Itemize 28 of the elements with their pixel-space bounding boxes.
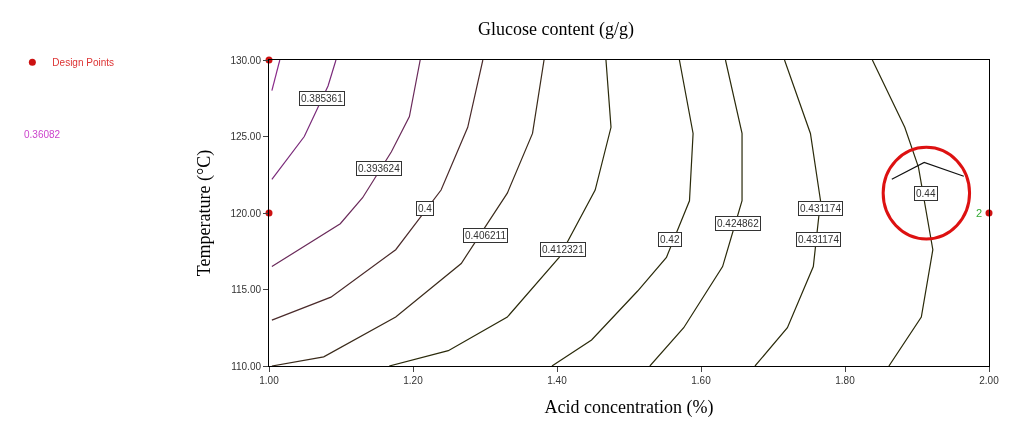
line-series — [871, 60, 934, 366]
chart-title: Glucose content (g/g) — [478, 18, 635, 40]
text: 0.36082 — [24, 129, 61, 140]
annotation: 0.412321 — [542, 244, 585, 255]
y-axis-title: Temperature (°C) — [193, 149, 215, 277]
annotation: 2 — [976, 207, 983, 219]
x-tick-label: 1.40 — [547, 375, 568, 386]
y-tick-label: 120.00 — [230, 207, 262, 219]
legend-label: Design Points — [52, 57, 115, 69]
annotation: 0.431174 — [798, 234, 840, 245]
x-tick-label: 2.00 — [979, 375, 1000, 386]
x-tick-label: 1.20 — [403, 375, 424, 386]
annotation: 0.42 — [660, 234, 680, 245]
annotation: 0.4 — [418, 203, 433, 214]
y-tick-label: 125.00 — [230, 131, 262, 142]
y-tick-label: 110.00 — [231, 360, 262, 372]
annotation: 0.44 — [916, 188, 936, 199]
y-tick-label: 115.00 — [231, 284, 262, 295]
annotation: 0.406211 — [465, 230, 507, 241]
annotation: 0.393624 — [358, 163, 401, 174]
y-tick-label: 130.00 — [230, 54, 262, 66]
annotation: 0.385361 — [301, 93, 344, 104]
x-tick-label: 1.80 — [835, 375, 856, 386]
annotation: 0.431174 — [800, 203, 842, 214]
x-tick-label: 1.00 — [259, 375, 280, 386]
x-axis-title: Acid concentration (%) — [544, 397, 714, 419]
x-tick-label: 1.60 — [691, 375, 712, 386]
annotation: 0.424862 — [717, 218, 760, 229]
